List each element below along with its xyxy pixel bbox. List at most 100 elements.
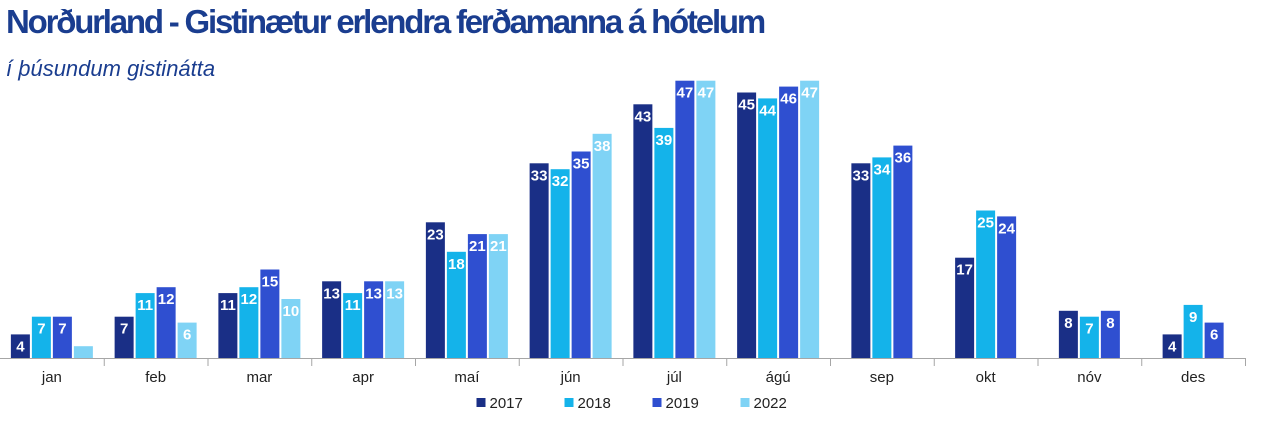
- bar-nóv-2018: [1079, 316, 1099, 358]
- data-label: 12: [158, 291, 175, 308]
- data-label: 45: [738, 97, 755, 114]
- data-label: 9: [1189, 309, 1197, 326]
- bar-ágú-2019: [779, 86, 799, 358]
- data-label: 32: [552, 173, 569, 190]
- data-label: 11: [220, 297, 236, 314]
- data-label: 17: [956, 262, 973, 279]
- bar-júl-2022: [696, 80, 716, 358]
- data-label: 25: [977, 215, 994, 232]
- data-label: 18: [448, 256, 465, 273]
- data-label: 21: [490, 238, 507, 255]
- data-label: 47: [698, 85, 715, 102]
- x-tick-label: sep: [870, 369, 894, 386]
- x-tick-label: apr: [352, 369, 374, 386]
- data-label: 46: [780, 91, 797, 108]
- legend-swatch-2019: [652, 398, 662, 407]
- bar-apr-2019: [364, 281, 384, 358]
- data-label: 36: [895, 150, 912, 167]
- legend-label-2018: 2018: [578, 395, 611, 412]
- data-label: 8: [1064, 315, 1072, 332]
- data-label: 33: [853, 167, 870, 184]
- bar-jan-2018: [31, 316, 51, 358]
- data-label: 23: [427, 226, 444, 243]
- bar-jan-2017: [10, 334, 30, 358]
- bar-nóv-2019: [1100, 310, 1120, 358]
- data-label: 4: [1168, 338, 1177, 355]
- bar-maí-2017: [425, 222, 445, 358]
- data-label: 13: [365, 285, 382, 302]
- bar-jún-2022: [592, 133, 612, 358]
- data-label: 44: [759, 102, 776, 119]
- x-tick-label: des: [1181, 369, 1205, 386]
- bar-mar-2019: [260, 269, 280, 358]
- bar-maí-2019: [467, 234, 487, 358]
- data-label: 24: [998, 220, 1015, 237]
- bar-des-2018: [1183, 304, 1203, 358]
- data-label: 10: [283, 303, 300, 320]
- bar-nóv-2017: [1058, 310, 1078, 358]
- x-tick-label: jún: [560, 369, 581, 386]
- x-tick-label: júl: [666, 369, 682, 386]
- bar-sep-2019: [893, 145, 913, 358]
- bar-jún-2019: [571, 151, 591, 358]
- data-label: 33: [531, 167, 548, 184]
- bar-júl-2018: [654, 127, 674, 359]
- data-label: 11: [345, 297, 361, 314]
- legend-swatch-2018: [564, 398, 574, 407]
- bar-mar-2017: [218, 293, 238, 358]
- data-label: 39: [656, 132, 673, 149]
- data-label: 4: [16, 338, 25, 355]
- bar-feb-2017: [114, 316, 134, 358]
- bar-júl-2019: [675, 80, 695, 358]
- data-label: 7: [58, 321, 66, 338]
- bar-feb-2018: [135, 293, 155, 358]
- bar-ágú-2017: [737, 92, 757, 358]
- bar-mar-2022: [281, 299, 301, 358]
- bar-jún-2018: [550, 169, 570, 358]
- bar-des-2017: [1162, 334, 1182, 358]
- legend-swatch-2017: [476, 398, 486, 407]
- data-label: 15: [262, 274, 279, 291]
- bar-sep-2018: [872, 157, 892, 358]
- bar-okt-2018: [976, 210, 996, 358]
- legend-label-2022: 2022: [754, 395, 787, 412]
- data-label: 6: [183, 327, 191, 344]
- data-label: 47: [677, 85, 694, 102]
- bar-apr-2018: [343, 293, 363, 358]
- bar-jan-2022: [73, 346, 93, 358]
- x-tick-label: okt: [976, 369, 997, 386]
- bar-okt-2019: [997, 216, 1017, 358]
- chart-title: Norðurland - Gistinætur erlendra ferðama…: [6, 3, 766, 40]
- bar-jan-2019: [52, 316, 72, 358]
- bar-des-2019: [1204, 322, 1224, 358]
- bar-mar-2018: [239, 287, 259, 358]
- data-label: 6: [1210, 327, 1218, 344]
- bar-maí-2022: [488, 234, 508, 358]
- data-label: 38: [594, 138, 611, 155]
- data-label: 12: [241, 291, 258, 308]
- data-label: 13: [323, 285, 340, 302]
- data-label: 43: [635, 108, 652, 125]
- legend-label-2019: 2019: [666, 395, 699, 412]
- data-label: 35: [573, 156, 590, 173]
- data-label: 34: [874, 161, 891, 178]
- bar-sep-2017: [851, 163, 871, 358]
- bar-jún-2017: [529, 163, 549, 358]
- x-tick-label: nóv: [1077, 369, 1102, 386]
- data-label: 8: [1106, 315, 1114, 332]
- data-label: 11: [137, 297, 153, 314]
- x-tick-label: maí: [454, 369, 480, 386]
- legend-label-2017: 2017: [490, 395, 523, 412]
- chart-subtitle: í þúsundum gistinátta: [6, 56, 216, 81]
- x-tick-label: mar: [246, 369, 272, 386]
- data-label: 7: [37, 321, 45, 338]
- data-label: 7: [120, 321, 128, 338]
- data-label: 47: [801, 85, 818, 102]
- bar-okt-2017: [955, 257, 975, 358]
- bar-maí-2018: [446, 251, 466, 358]
- x-tick-label: jan: [41, 369, 62, 386]
- x-tick-label: ágú: [766, 369, 791, 386]
- bar-ágú-2018: [758, 98, 778, 359]
